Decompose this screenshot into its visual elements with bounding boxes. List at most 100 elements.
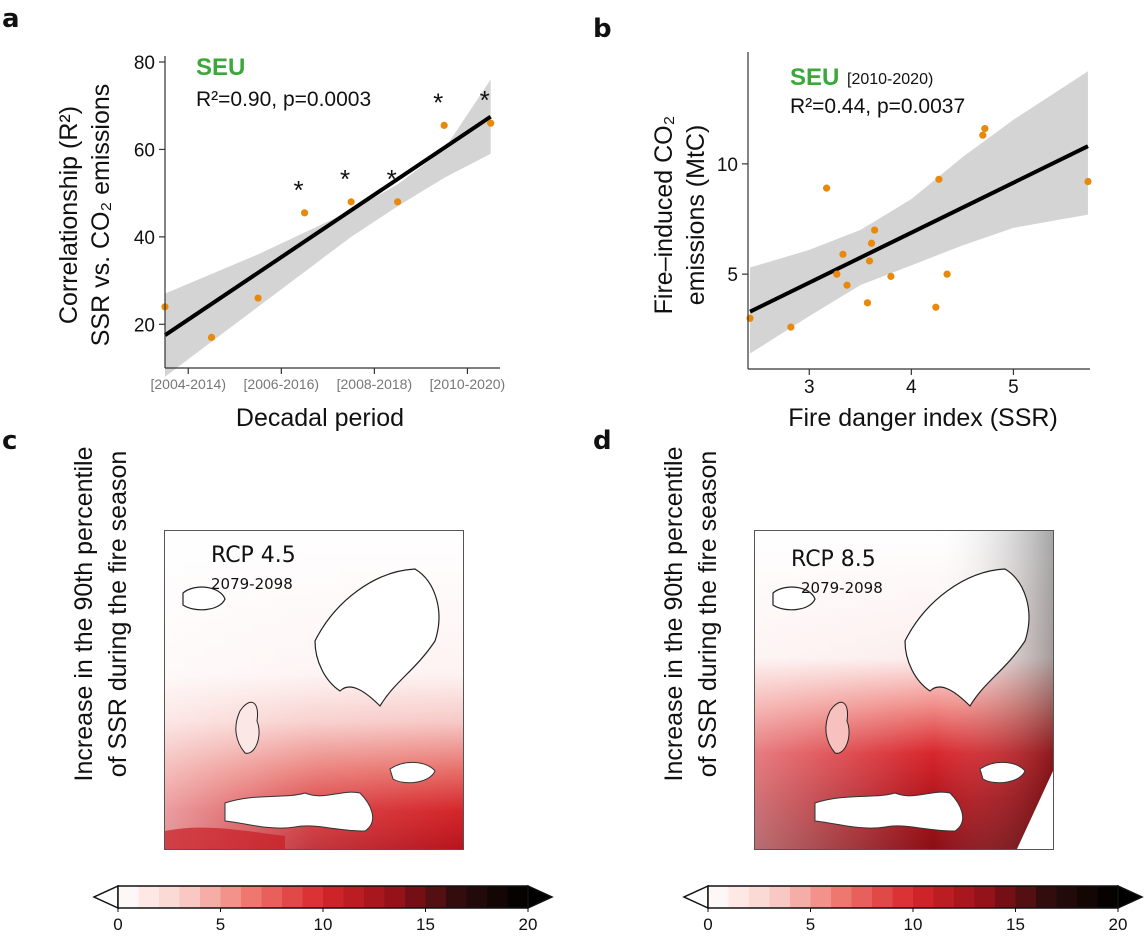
y-tick-label: 60 [134, 140, 155, 161]
data-point [865, 257, 874, 265]
data-point [839, 250, 847, 258]
colorbar-tick-label: 10 [904, 915, 923, 934]
y-axis-label-b-line2: emissions (MtC) [682, 125, 710, 306]
colorbar-swatch [241, 886, 262, 908]
points-a [161, 119, 495, 341]
colorbar-swatch [405, 886, 426, 908]
significance-star: * [294, 175, 304, 205]
colorbar-tick-label: 15 [416, 915, 435, 934]
colorbar-swatch [1015, 886, 1037, 908]
colorbar-tick-label: 10 [314, 915, 333, 934]
y-ticks-b: 5 10 [717, 155, 748, 286]
significance-star: * [340, 164, 350, 194]
scenario-label-c: RCP 4.5 [211, 543, 296, 568]
colorbar-swatch [487, 886, 508, 908]
confidence-band-b [750, 71, 1088, 354]
x-tick-label: 3 [804, 377, 815, 398]
period-label-b: [2010-2020) [847, 71, 933, 88]
mediterranean [814, 791, 964, 832]
data-point [979, 131, 987, 139]
y-tick-label: 20 [134, 315, 155, 336]
colorbar-swatch [323, 886, 344, 908]
colorbar-tick-label: 0 [703, 915, 712, 934]
years-label-d: 2079-2098 [801, 579, 883, 597]
colorbar-swatch [851, 886, 873, 908]
colorbar-swatch [138, 886, 160, 908]
colorbar-swatch [954, 886, 975, 908]
significance-star: * [433, 87, 443, 117]
fit-line-b [749, 144, 1089, 314]
data-point [440, 121, 448, 129]
x-tick-label: 5 [1008, 377, 1019, 398]
britain-outline [825, 701, 850, 754]
y-axis-label-c-line2: of SSR during the fire season [104, 450, 132, 778]
colorbar-swatch [1077, 886, 1098, 908]
map-rcp45: RCP 4.5 2079-2098 [164, 530, 464, 850]
significance-stars-a: * * * * * [294, 85, 490, 205]
map-rcp85: RCP 8.5 2079-2098 [754, 530, 1054, 850]
data-point [943, 270, 951, 278]
y-axis-label-c: Increase in the 90th percentile of SSR d… [67, 379, 135, 849]
colorbar-swatch [1056, 886, 1078, 908]
colorbar-swatch [1036, 886, 1057, 908]
data-point [207, 333, 216, 341]
x-tick-label: [2010-2020) [430, 376, 506, 392]
colorbar-swatch [810, 886, 832, 908]
britain-outline [235, 701, 260, 754]
y-tick-label: 5 [727, 265, 738, 286]
colorbar-swatch [302, 886, 324, 908]
colorbar-tick-label: 15 [1006, 915, 1025, 934]
data-point [347, 198, 355, 206]
colorbar-swatch [507, 886, 529, 908]
data-point [823, 184, 831, 192]
data-point [394, 198, 402, 206]
y-tick-label: 80 [134, 53, 155, 74]
colorbar-swatch [425, 886, 447, 908]
scandinavia-outline [314, 568, 440, 707]
colorbar-swatch [384, 886, 406, 908]
colorbar-swatch [892, 886, 914, 908]
y-axis-label-b-line1: Fire–induced CO₂ [650, 116, 678, 315]
colorbar-swatch [179, 886, 201, 908]
colorbar-min-arrow [92, 884, 119, 910]
colorbar-tick-label: 5 [806, 915, 815, 934]
colorbar-swatch [446, 886, 467, 908]
x-tick-label: [2004-2014) [151, 376, 227, 392]
colorbar-swatch [769, 886, 791, 908]
colorbar-swatch [708, 886, 729, 908]
data-point [787, 323, 795, 331]
data-point [887, 272, 895, 280]
regression-line [163, 114, 492, 337]
points-b [746, 124, 1092, 331]
x-ticks-a: [2004-2014) [2006-2016) [2008-2018) [2010-2… [151, 368, 506, 392]
map-rcp85-heatmap [755, 531, 1053, 849]
x-tick-label: 4 [906, 377, 917, 398]
fit-line-a [163, 114, 492, 337]
x-tick-label: [2006-2016) [244, 376, 320, 392]
colorbar-tick-label: 20 [519, 915, 538, 934]
scandinavia-outline [904, 568, 1030, 707]
data-point [843, 281, 851, 289]
y-axis-label-a-line1: Correlationship (R²) [55, 106, 83, 324]
colorbar-d: 0 5 10 15 20 [682, 884, 1144, 934]
panel-letter-c: c [2, 426, 18, 456]
black-sea [389, 762, 436, 784]
north-africa-shade [165, 827, 285, 849]
colorbar-swatch [200, 886, 221, 908]
colorbar-c: 0 5 10 15 20 [92, 884, 554, 934]
colorbar-tick-label: 20 [1109, 915, 1128, 934]
data-point [833, 270, 841, 278]
chart-b-emissions: 5 10 3 4 5 SEU [2010-2020) R²=0.44, p=0.003… [650, 52, 1092, 432]
data-point [932, 303, 940, 311]
east-corner-mask [1017, 771, 1053, 849]
stats-label-b: R²=0.44, p=0.0037 [790, 95, 965, 118]
panel-letter-d: d [593, 426, 612, 456]
y-ticks-a: 20 40 60 80 [134, 53, 165, 336]
data-point [981, 124, 989, 133]
y-axis-label-c-line1: Increase in the 90th percentile [70, 446, 98, 782]
colorbar-swatch [282, 886, 303, 908]
colorbar-swatch [995, 886, 1016, 908]
colorbar-swatch [913, 886, 934, 908]
colorbar-swatch [1097, 886, 1119, 908]
